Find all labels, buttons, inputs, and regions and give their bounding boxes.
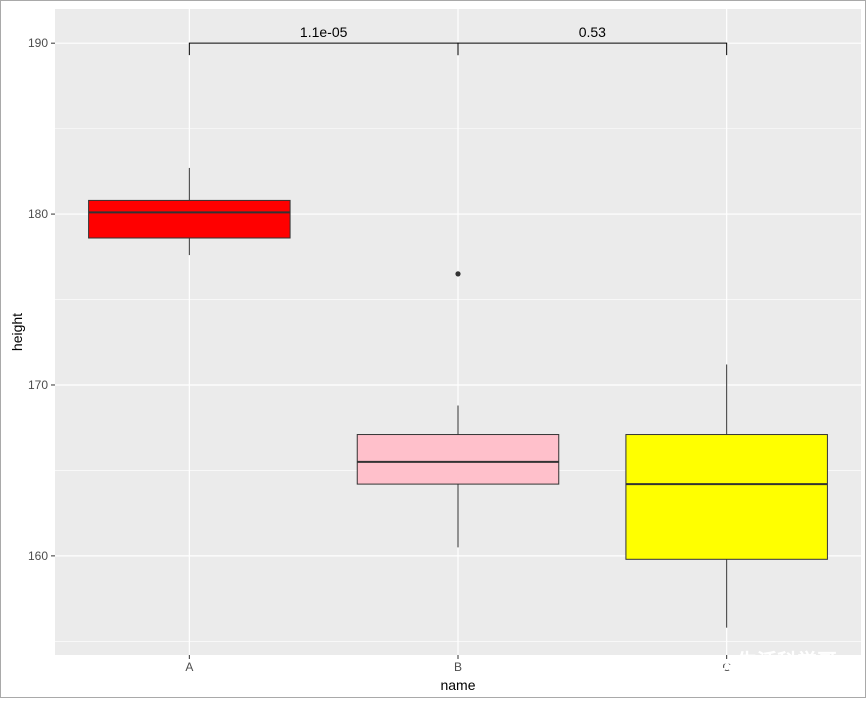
y-axis-title: height: [9, 313, 25, 351]
watermark: 生活科学哥: [717, 649, 837, 684]
box-a: [88, 167, 291, 256]
y-tick-label: 180: [28, 207, 48, 221]
x-tick-label: B: [454, 660, 462, 674]
x-tick-label: A: [185, 660, 193, 674]
outlier-point: [455, 271, 461, 277]
bracket-line: [457, 42, 728, 56]
y-axis: 160 170 180 190: [28, 36, 55, 563]
wechat-icon: [717, 661, 745, 684]
box-body: [88, 199, 291, 239]
box-b: [356, 271, 560, 548]
x-axis: A B C: [185, 655, 731, 674]
x-axis-title: name: [440, 677, 475, 693]
p-value-label: 0.53: [579, 24, 606, 40]
boxes-layer: [88, 167, 828, 628]
box-c: [625, 364, 828, 628]
box-body: [625, 434, 828, 560]
y-tick-label: 190: [28, 36, 48, 50]
x-tick-label: C: [722, 660, 731, 674]
y-tick-label: 170: [28, 378, 48, 392]
box-body: [356, 434, 560, 485]
comparison-brackets: 1.1e-05 0.53: [188, 24, 728, 56]
p-value-label: 1.1e-05: [300, 24, 348, 40]
comparison-bracket: 0.53: [457, 24, 728, 56]
watermark-text: 生活科学哥: [737, 649, 837, 673]
y-tick-label: 160: [28, 549, 48, 563]
